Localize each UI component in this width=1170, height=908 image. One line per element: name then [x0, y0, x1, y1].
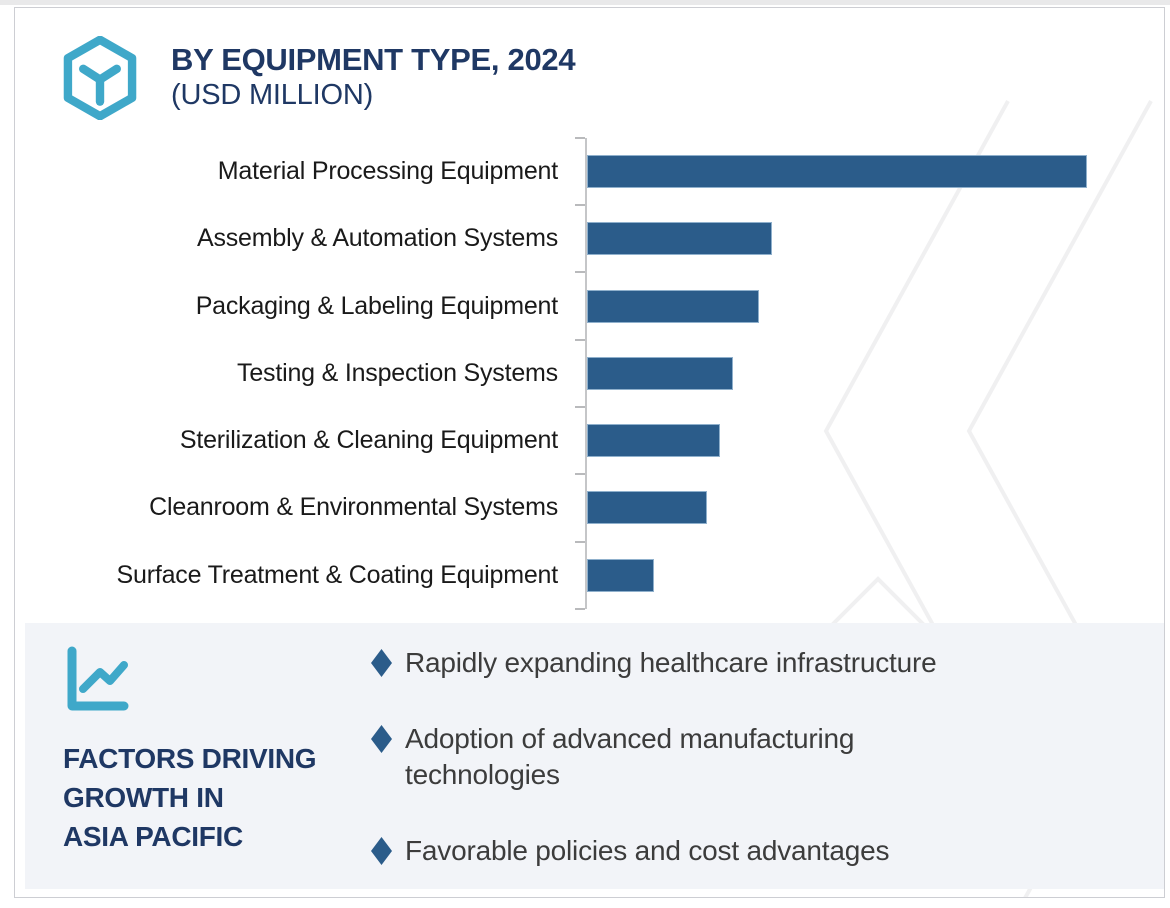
diamond-bullet-icon: [371, 725, 392, 753]
axis-tick: [575, 541, 585, 543]
axis-tick: [575, 204, 585, 206]
category-label: Packaging & Labeling Equipment: [195, 291, 559, 320]
line-chart-icon: [67, 646, 129, 711]
factors-heading-line: ASIA PACIFIC: [63, 821, 243, 852]
category-label: Assembly & Automation Systems: [196, 224, 558, 253]
category-label: Cleanroom & Environmental Systems: [149, 493, 558, 522]
bar-track: [587, 491, 1157, 525]
factors-heading: FACTORS DRIVING GROWTH IN ASIA PACIFIC: [63, 739, 317, 856]
bar-track: [587, 289, 1157, 323]
axis-tick: [575, 406, 585, 408]
chart-row: Surface Treatment & Coating Equipment: [15, 542, 1157, 609]
chart-subtitle: (USD MILLION): [171, 79, 374, 111]
chart-row: Packaging & Labeling Equipment: [15, 273, 1157, 340]
bar: [587, 491, 707, 525]
chart-title-block: BY EQUIPMENT TYPE, 2024 (USD MILLION): [171, 42, 576, 113]
category-label: Surface Treatment & Coating Equipment: [116, 560, 559, 589]
chart-row: Testing & Inspection Systems: [15, 340, 1157, 407]
bar-track: [587, 558, 1157, 592]
infographic-frame: BY EQUIPMENT TYPE, 2024 (USD MILLION) Ma…: [14, 7, 1165, 898]
category-label: Material Processing Equipment: [217, 157, 558, 186]
chart-row: Assembly & Automation Systems: [15, 205, 1157, 272]
bullet-text: Favorable policies and cost advantages: [405, 833, 889, 869]
chart-title: BY EQUIPMENT TYPE, 2024: [171, 42, 576, 77]
top-edge-strip: [0, 0, 1170, 5]
list-item: Favorable policies and cost advantages: [371, 833, 937, 869]
bar-track: [587, 155, 1157, 189]
bar-chart: Material Processing Equipment Assembly &…: [15, 138, 1157, 609]
bullet-line: Rapidly expanding healthcare infrastruct…: [405, 647, 937, 678]
factors-heading-line: FACTORS DRIVING: [63, 743, 317, 774]
hexagon-cube-icon: [63, 36, 137, 120]
axis-tick: [575, 137, 585, 139]
bar: [587, 289, 759, 323]
bar: [587, 222, 772, 256]
axis-tick: [575, 271, 585, 273]
bullet-line: Adoption of advanced manufacturing: [405, 723, 855, 754]
axis-tick: [575, 473, 585, 475]
chart-row: Material Processing Equipment: [15, 138, 1157, 205]
bullet-line: Favorable policies and cost advantages: [405, 835, 890, 866]
bar-track: [587, 356, 1157, 390]
factors-heading-line: GROWTH IN: [63, 782, 224, 813]
diamond-bullet-icon: [371, 837, 392, 865]
list-item: Adoption of advanced manufacturing techn…: [371, 721, 937, 793]
factors-panel: FACTORS DRIVING GROWTH IN ASIA PACIFIC R…: [25, 623, 1164, 889]
bar: [587, 155, 1087, 189]
bar-track: [587, 424, 1157, 458]
bullet-text: Adoption of advanced manufacturing techn…: [405, 721, 854, 793]
bar: [587, 356, 733, 390]
chart-row: Sterilization & Cleaning Equipment: [15, 407, 1157, 474]
category-label: Sterilization & Cleaning Equipment: [179, 426, 558, 455]
axis-tick: [575, 339, 585, 341]
bar-track: [587, 222, 1157, 256]
axis-tick: [575, 608, 585, 610]
factors-bullet-list: Rapidly expanding healthcare infrastruct…: [371, 645, 937, 869]
bullet-text: Rapidly expanding healthcare infrastruct…: [405, 645, 937, 681]
bar: [587, 424, 720, 458]
y-axis-line: [585, 138, 587, 609]
chart-row: Cleanroom & Environmental Systems: [15, 474, 1157, 541]
diamond-bullet-icon: [371, 649, 392, 677]
list-item: Rapidly expanding healthcare infrastruct…: [371, 645, 937, 681]
bar: [587, 558, 654, 592]
bullet-line: technologies: [405, 759, 560, 790]
category-label: Testing & Inspection Systems: [237, 358, 558, 387]
